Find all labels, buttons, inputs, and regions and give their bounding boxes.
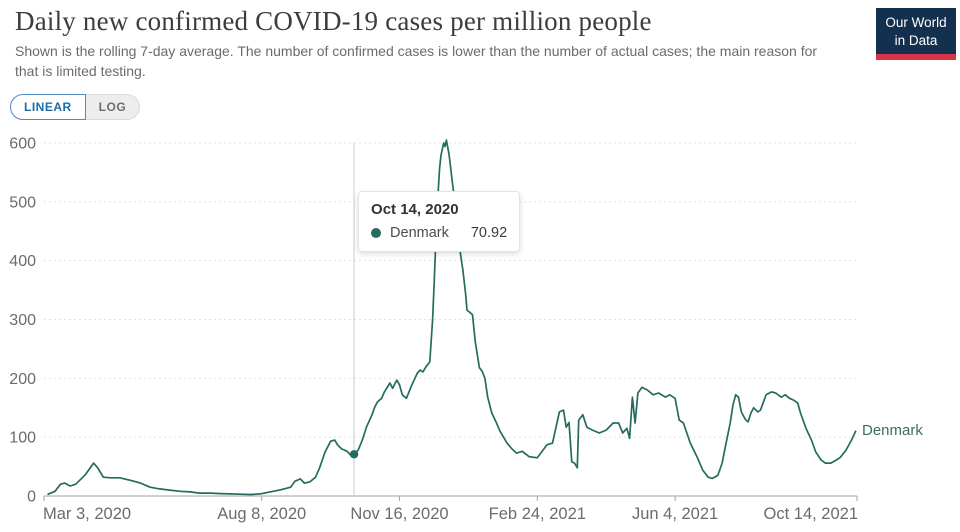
y-tick-label: 300 xyxy=(9,312,36,329)
highlight-marker xyxy=(349,450,359,459)
hover-tooltip: Oct 14, 2020 Denmark 70.92 xyxy=(358,191,521,252)
y-tick-label: 0 xyxy=(27,489,36,506)
x-tick-label: Feb 24, 2021 xyxy=(489,505,586,523)
series-end-label: Denmark xyxy=(862,422,923,440)
series-line[interactable] xyxy=(47,139,857,496)
y-tick-label: 500 xyxy=(9,194,36,211)
x-tick-label: Mar 3, 2020 xyxy=(43,505,131,523)
tooltip-value: 70.92 xyxy=(470,225,508,241)
y-tick-label: 400 xyxy=(9,253,36,270)
tooltip-series-name: Denmark xyxy=(390,225,449,241)
owid-logo-line1: Our World xyxy=(885,15,947,30)
x-tick-label: Nov 16, 2020 xyxy=(350,505,448,523)
page-subtitle: Shown is the rolling 7-day average. The … xyxy=(15,43,818,80)
page-title: Daily new confirmed COVID-19 cases per m… xyxy=(15,6,652,36)
y-tick-label: 600 xyxy=(9,136,36,153)
tooltip-date: Oct 14, 2020 xyxy=(371,201,459,218)
x-tick-label: Jun 4, 2021 xyxy=(632,505,718,523)
x-tick-label: Oct 14, 2021 xyxy=(764,505,858,523)
owid-logo: Our World in Data xyxy=(876,8,956,60)
log-scale-button[interactable]: LOG xyxy=(85,94,141,120)
owid-logo-line2: in Data xyxy=(894,32,938,48)
tooltip-row: Denmark 70.92 xyxy=(371,225,507,241)
x-tick-label: Aug 8, 2020 xyxy=(217,505,306,523)
y-tick-label: 200 xyxy=(9,371,36,388)
series-color-dot-icon xyxy=(371,228,382,238)
linear-scale-button[interactable]: LINEAR xyxy=(10,94,86,120)
scale-toggle: LINEAR LOG xyxy=(10,94,141,120)
y-tick-label: 100 xyxy=(9,430,36,447)
